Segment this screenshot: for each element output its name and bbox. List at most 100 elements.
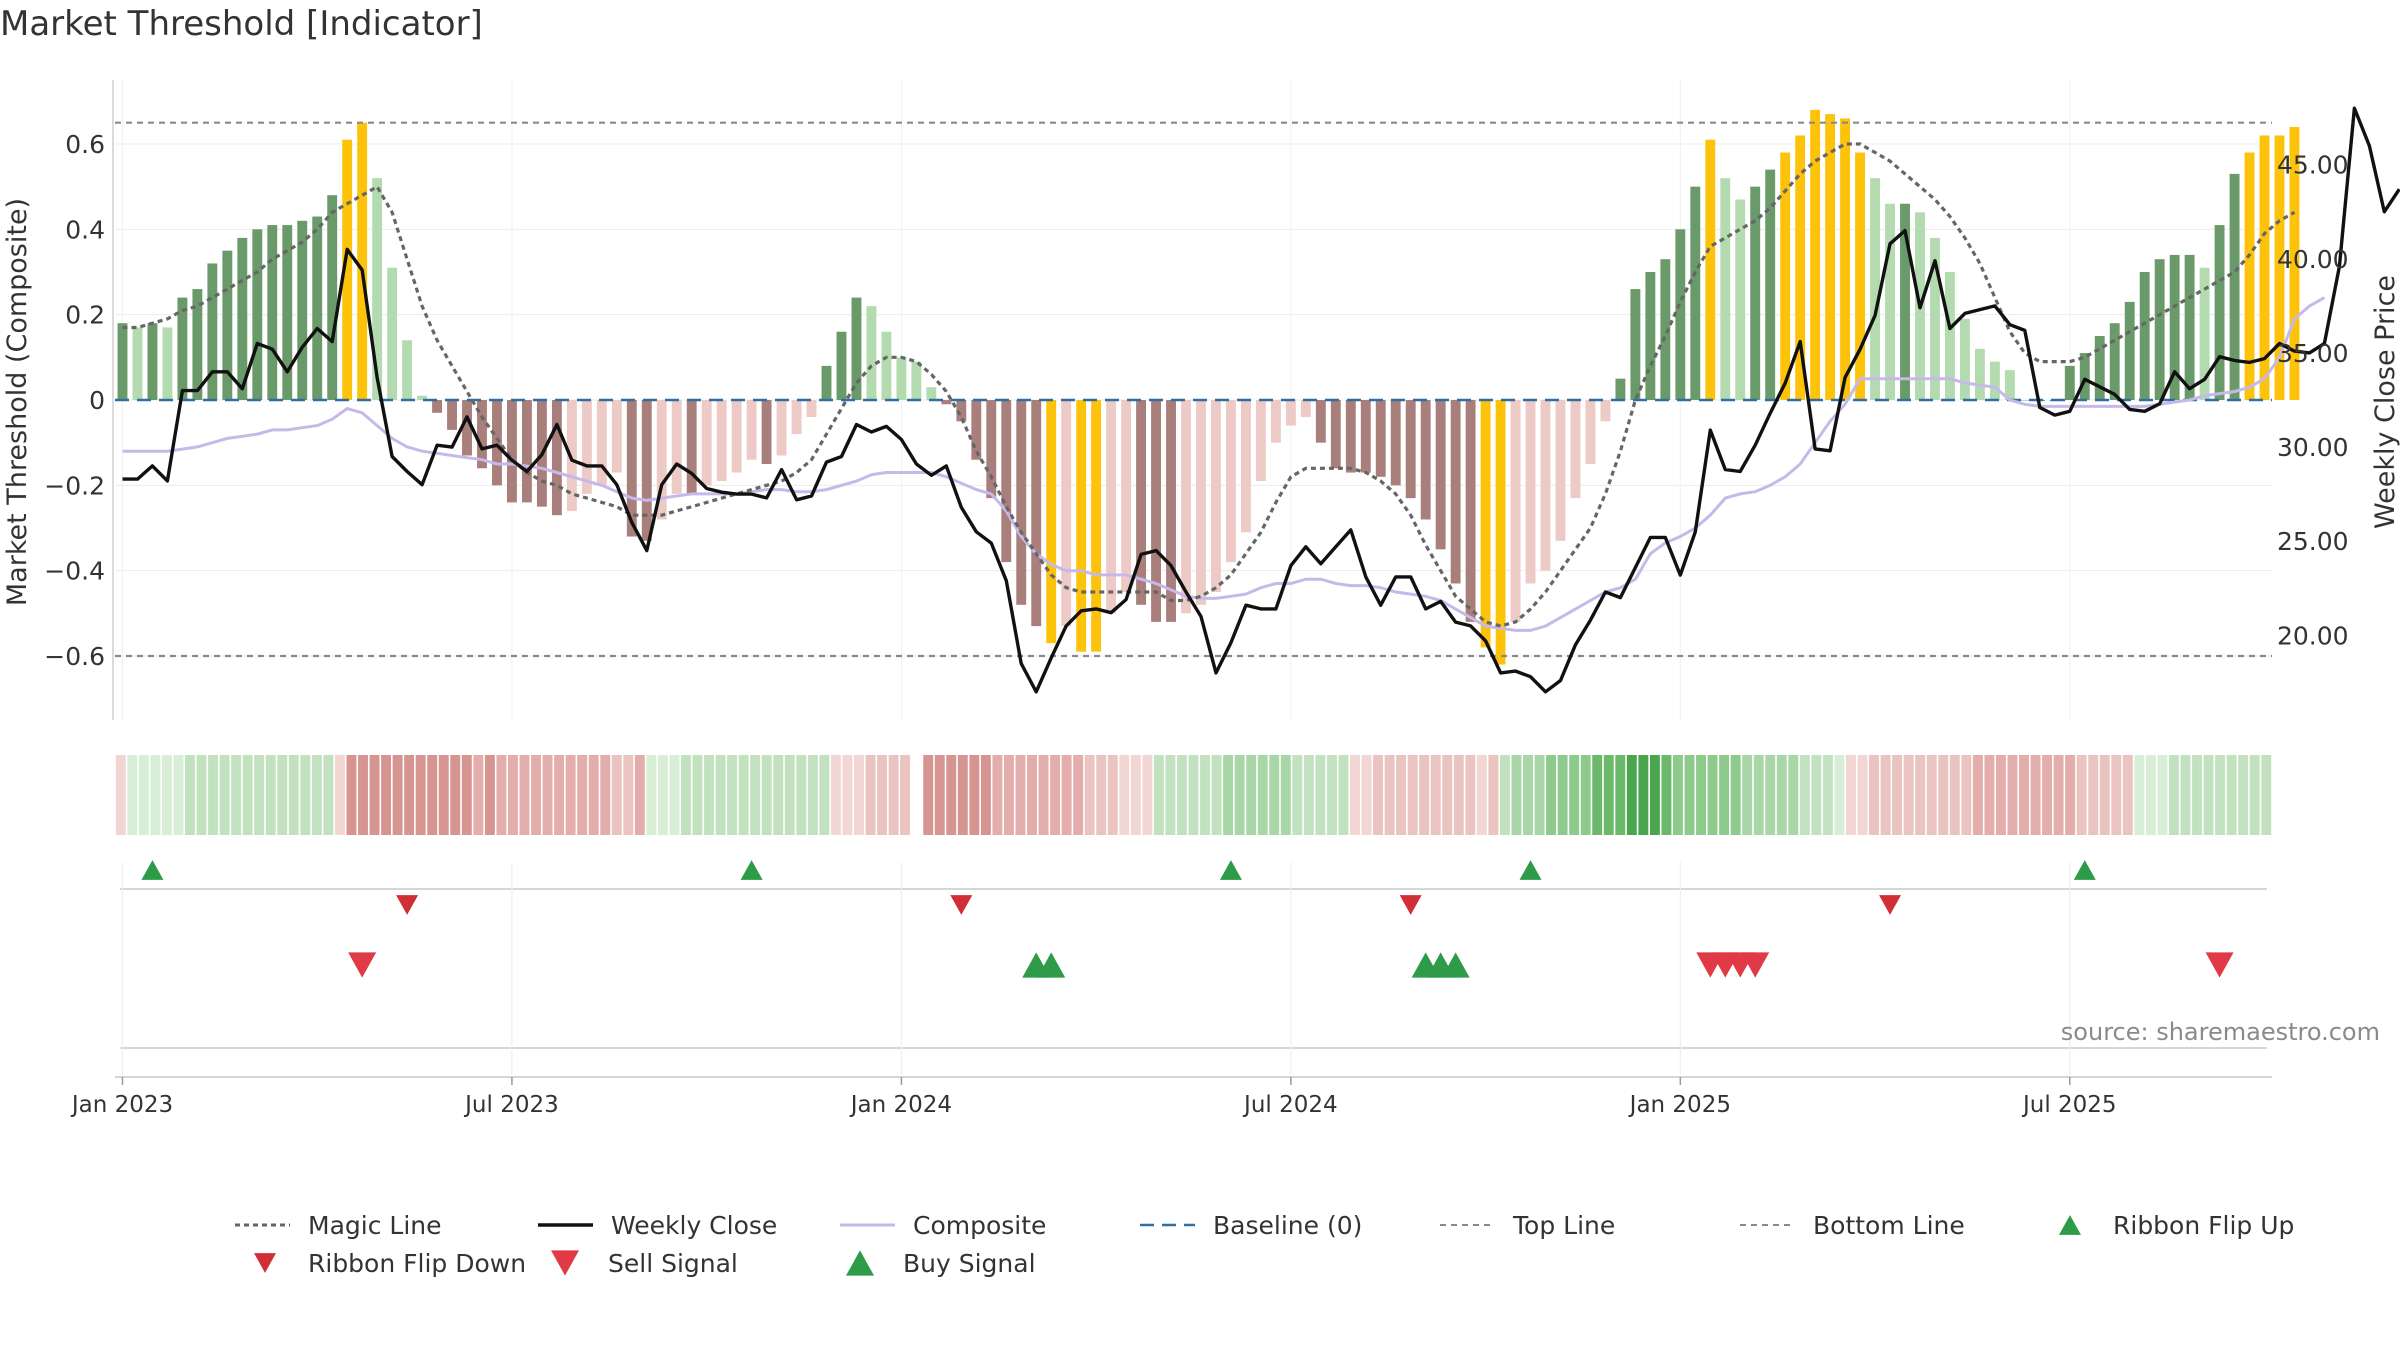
ribbon-segment <box>1915 755 1926 835</box>
ribbon-segment <box>1200 755 1211 835</box>
ribbon-segment <box>1211 755 1222 835</box>
right-tick-label: 45.00 <box>2277 151 2349 180</box>
composite-bar <box>2169 254 2180 400</box>
ribbon-segment <box>1084 755 1095 835</box>
ribbon-segment <box>681 755 691 835</box>
composite-bar <box>971 400 982 460</box>
legend-item: Weekly Close <box>538 1211 777 1240</box>
ribbon-segment <box>854 755 864 835</box>
ribbon-segment <box>1280 755 1291 835</box>
ribbon-segment <box>1938 755 1949 835</box>
ribbon-segment <box>1903 755 1914 835</box>
ribbon-segment <box>992 755 1003 835</box>
composite-bar <box>1510 400 1521 622</box>
right-tick-label: 25.00 <box>2277 527 2349 556</box>
composite-bar <box>656 400 667 520</box>
ribbon-segment <box>2111 755 2122 835</box>
composite-bar <box>1121 400 1132 592</box>
signal-markers <box>115 860 2272 1078</box>
composite-bar <box>357 122 368 401</box>
composite-bar <box>1270 400 1281 443</box>
ribbon-segment <box>300 755 311 835</box>
x-tick-label: Jan 2023 <box>70 1092 173 1118</box>
composite-bar <box>1705 139 1716 400</box>
ribbon-segment <box>588 755 599 835</box>
legend-label: Ribbon Flip Up <box>2113 1211 2294 1240</box>
composite-bar <box>1570 400 1581 499</box>
legend-item: Baseline (0) <box>1140 1211 1362 1240</box>
right-tick-label: 20.00 <box>2277 621 2349 650</box>
ribbon-segment <box>1499 755 1510 835</box>
legend-label: Sell Signal <box>608 1249 738 1278</box>
composite-bar <box>1795 135 1806 400</box>
composite-bar <box>521 400 532 503</box>
ribbon-segment <box>1857 755 1868 835</box>
ribbon-segment <box>784 755 795 835</box>
ribbon-segment <box>1061 755 1072 835</box>
ribbon-segment <box>1719 755 1730 835</box>
x-tick-label: Jul 2024 <box>1242 1092 1338 1118</box>
composite-bar <box>2274 135 2285 400</box>
ribbon-flip-up-marker <box>141 860 164 880</box>
reference-lines <box>115 121 2272 658</box>
composite-bar <box>2244 152 2255 400</box>
ribbon-segment <box>738 755 749 835</box>
composite-bar <box>312 216 323 400</box>
ribbon-segment <box>2238 755 2249 835</box>
composite-bar <box>551 400 562 516</box>
composite-bar <box>896 357 907 400</box>
composite-bar <box>1196 400 1206 605</box>
ribbon-flip-up-marker <box>740 860 763 880</box>
ribbon-segment <box>1407 755 1418 835</box>
ribbon-segment <box>1580 755 1591 835</box>
composite-bar <box>2229 173 2240 400</box>
composite-bar <box>1870 178 1880 400</box>
left-tick-label: −0.4 <box>44 557 105 586</box>
ribbon-segment <box>346 755 357 835</box>
ribbon-segment <box>1661 755 1672 835</box>
ribbon-segment <box>1442 755 1453 835</box>
ribbon-segment <box>761 755 772 835</box>
ribbon-segment <box>2122 755 2133 835</box>
ribbon-segment <box>254 755 265 835</box>
ribbon-segment <box>1869 755 1880 835</box>
ribbon-segment <box>1765 755 1776 835</box>
x-tick-label: Jan 2025 <box>1628 1092 1731 1118</box>
composite-bar <box>2289 126 2300 400</box>
composite-bar <box>1900 203 1910 400</box>
ribbon-segment <box>381 755 392 835</box>
composite-bar <box>1360 400 1371 473</box>
left-tick-label: −0.6 <box>44 642 105 671</box>
composite-bar <box>1855 152 1866 400</box>
ribbon-segment <box>127 755 138 835</box>
ribbon-segment <box>1788 755 1799 835</box>
ribbon-segment <box>2019 755 2029 835</box>
legend-label: Composite <box>913 1211 1046 1240</box>
composite-bar <box>207 263 218 400</box>
ribbon-segment <box>657 755 668 835</box>
ribbon-segment <box>2134 755 2145 835</box>
ribbon-segment <box>1546 755 1557 835</box>
composite-bar <box>911 361 922 400</box>
ribbon-segment <box>1534 755 1545 835</box>
composite-bar <box>252 229 263 400</box>
ribbon-segment <box>1880 755 1891 835</box>
ribbon-segment <box>1303 755 1314 835</box>
composite-bar <box>1181 400 1191 614</box>
composite-bar <box>1151 400 1161 622</box>
composite-bar <box>791 400 802 435</box>
ribbon-segment <box>1972 755 1983 835</box>
ribbon-segment <box>1315 755 1326 835</box>
ribbon-segment <box>277 755 288 835</box>
composite-bar <box>776 400 787 456</box>
composite-bar <box>1810 109 1821 400</box>
legend-item: Top Line <box>1440 1211 1615 1240</box>
ribbon-segment <box>1822 755 1833 835</box>
composite-bar <box>1989 361 2000 400</box>
buy-signal-marker <box>1037 952 1066 978</box>
ribbon-segment <box>1569 755 1580 835</box>
composite-bar <box>1555 400 1566 541</box>
ribbon-segment <box>1015 755 1026 835</box>
ribbon-segment <box>173 755 184 835</box>
